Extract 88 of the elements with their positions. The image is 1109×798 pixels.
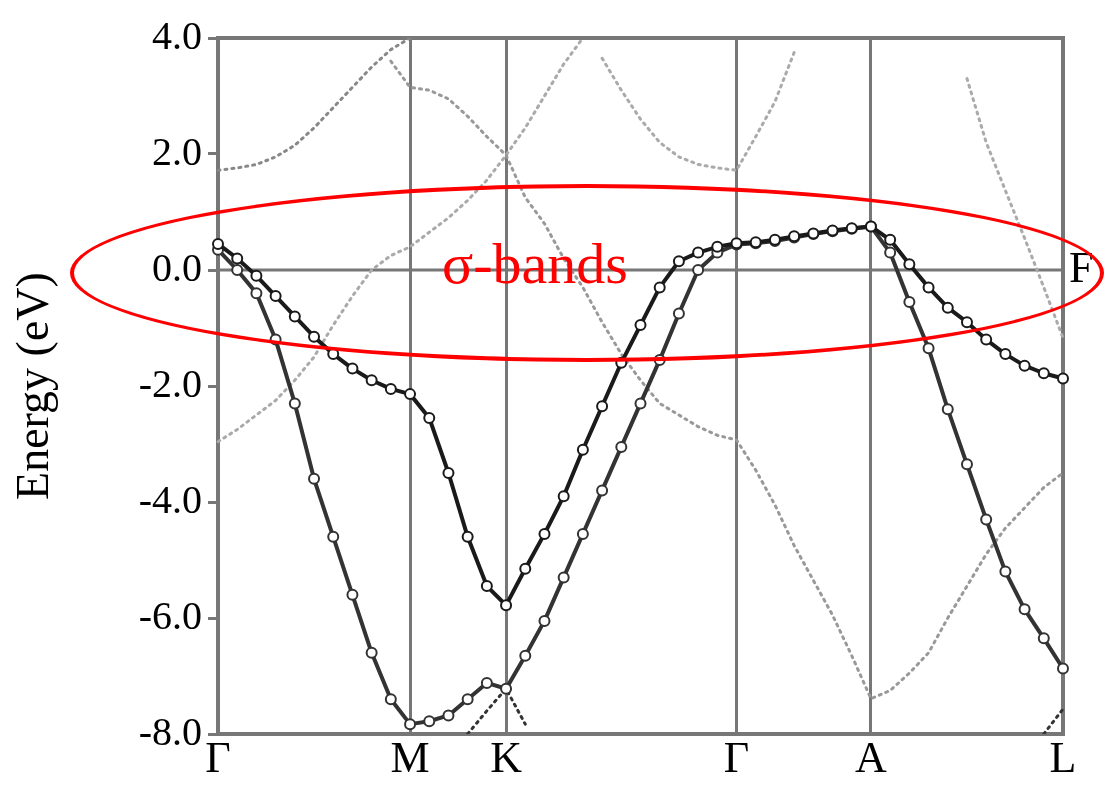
x-tick-label: K xyxy=(490,732,523,782)
point xyxy=(500,599,513,612)
point xyxy=(960,458,973,471)
point xyxy=(250,287,263,300)
x-tick-label: Γ xyxy=(205,732,231,782)
y-tick-label: 2.0 xyxy=(152,128,202,174)
point xyxy=(884,246,897,259)
point xyxy=(308,472,321,485)
point xyxy=(384,382,397,395)
text: F xyxy=(1069,242,1094,292)
point xyxy=(672,307,685,320)
point xyxy=(941,301,954,314)
point xyxy=(365,646,378,659)
point xyxy=(596,484,609,497)
point xyxy=(576,443,589,456)
point xyxy=(557,571,570,584)
point xyxy=(404,718,417,731)
point xyxy=(634,319,647,332)
point xyxy=(711,240,724,253)
y-tick-label: -6.0 xyxy=(138,592,202,638)
x-tick-label: M xyxy=(390,732,430,782)
annotation: σ-bands xyxy=(441,231,628,297)
point xyxy=(384,693,397,706)
point xyxy=(327,530,340,543)
point xyxy=(576,527,589,540)
point xyxy=(999,565,1012,578)
point xyxy=(288,310,301,323)
point xyxy=(308,330,321,343)
point xyxy=(461,693,474,706)
point xyxy=(941,403,954,416)
point xyxy=(231,252,244,265)
point xyxy=(960,316,973,329)
x-tick-label: Γ xyxy=(723,732,750,782)
point xyxy=(231,264,244,276)
point xyxy=(922,342,935,355)
point xyxy=(596,400,609,413)
point xyxy=(269,290,282,303)
point xyxy=(903,258,916,271)
point xyxy=(653,281,666,294)
line-series xyxy=(216,38,412,172)
y-tick-label: 0.0 xyxy=(152,244,202,290)
point xyxy=(615,440,628,453)
point xyxy=(480,580,493,593)
point xyxy=(365,374,378,387)
y-tick-label: -8.0 xyxy=(138,708,202,754)
point xyxy=(999,348,1012,361)
point xyxy=(980,333,993,346)
point xyxy=(250,269,263,282)
point xyxy=(212,237,224,250)
y-tick-label: -2.0 xyxy=(138,360,202,406)
point xyxy=(519,562,532,575)
point xyxy=(903,295,916,308)
line-series xyxy=(600,51,796,172)
point xyxy=(346,588,359,601)
x-tick-label: L xyxy=(1049,732,1077,782)
point xyxy=(634,397,647,410)
point xyxy=(442,467,455,479)
y-axis-title: Energy (eV) xyxy=(6,272,58,500)
point xyxy=(884,233,897,246)
point xyxy=(461,530,474,543)
point xyxy=(1037,632,1050,645)
x-tick-label: A xyxy=(855,732,888,782)
point xyxy=(1018,603,1031,616)
point xyxy=(288,397,301,410)
point xyxy=(423,715,436,728)
point xyxy=(557,490,570,503)
point xyxy=(500,682,513,695)
point xyxy=(538,614,551,627)
point xyxy=(1018,359,1031,372)
point xyxy=(442,709,455,722)
point xyxy=(980,513,993,526)
point xyxy=(480,676,493,689)
line-series xyxy=(389,59,1065,701)
point xyxy=(692,264,705,276)
y-tick-label: -4.0 xyxy=(138,476,202,522)
point xyxy=(692,246,705,259)
point xyxy=(1057,662,1069,675)
point xyxy=(538,527,551,540)
line-series xyxy=(965,77,1065,340)
point xyxy=(404,388,417,401)
point xyxy=(519,649,532,662)
y-tick-label: 4.0 xyxy=(152,12,202,58)
point xyxy=(922,281,935,294)
point xyxy=(672,255,685,268)
point xyxy=(346,362,359,375)
point xyxy=(423,411,436,424)
point xyxy=(1057,372,1069,385)
point xyxy=(1037,367,1050,380)
